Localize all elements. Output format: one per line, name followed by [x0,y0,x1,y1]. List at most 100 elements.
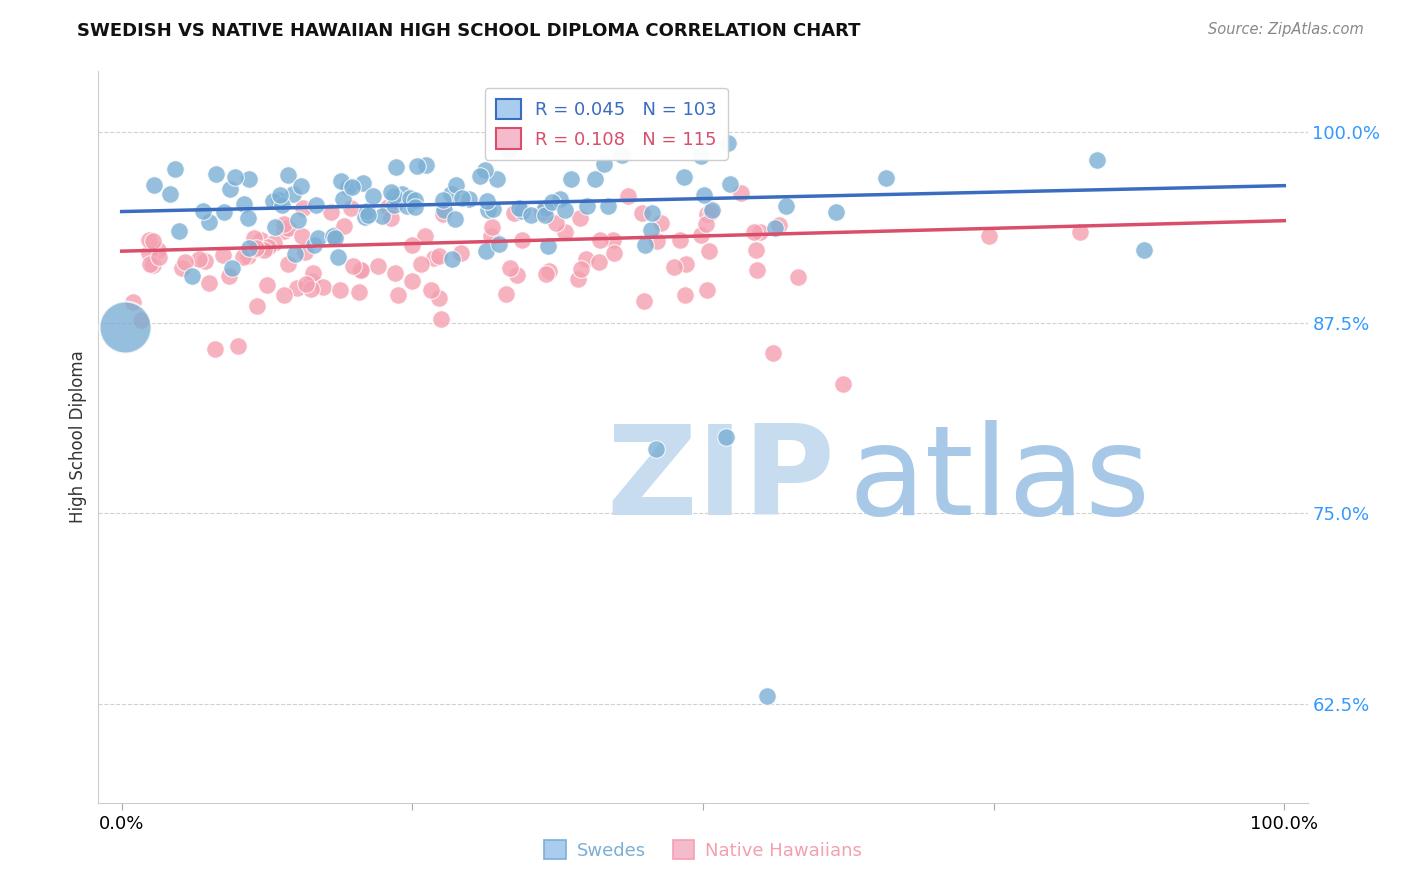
Point [775,199,797,213]
Text: atlas: atlas [848,420,1150,541]
Point [537,239,560,253]
Point [273,217,295,231]
Point [645,442,668,457]
Point [299,282,322,296]
Point [450,191,472,205]
Point [1069,225,1091,239]
Point [323,227,346,242]
Point [391,187,413,202]
Point [749,226,772,240]
Point [536,267,558,281]
Point [617,189,640,203]
Point [401,274,423,288]
Point [257,240,280,254]
Point [146,243,169,257]
Point [187,252,209,267]
Point [307,231,329,245]
Point [238,172,260,186]
Text: SWEDISH VS NATIVE HAWAIIAN HIGH SCHOOL DIPLOMA CORRELATION CHART: SWEDISH VS NATIVE HAWAIIAN HIGH SCHOOL D… [77,22,860,40]
Point [284,246,307,260]
Point [277,168,299,182]
Point [332,219,354,234]
Point [520,208,543,222]
Point [693,188,716,202]
Point [245,243,267,257]
Text: Source: ZipAtlas.com: Source: ZipAtlas.com [1208,22,1364,37]
Point [305,198,328,212]
Point [174,255,197,269]
Point [470,169,492,183]
Point [242,230,264,244]
Point [429,312,451,326]
Point [340,180,363,194]
Point [340,202,363,216]
Point [755,689,778,703]
Point [191,203,214,218]
Point [427,292,450,306]
Point [541,194,564,209]
Point [875,170,897,185]
Point [250,233,273,247]
Point [495,286,517,301]
Point [273,287,295,301]
Point [696,283,718,297]
Point [409,257,432,271]
Point [831,376,853,391]
Point [977,229,1000,244]
Point [253,244,276,258]
Point [569,211,592,226]
Point [212,248,235,262]
Point [236,211,259,225]
Point [291,229,314,244]
Point [641,206,664,220]
Point [612,148,634,162]
Point [544,216,567,230]
Point [212,205,235,219]
Point [287,212,309,227]
Point [270,198,292,212]
Text: ZIP: ZIP [606,420,835,541]
Point [433,202,456,217]
Point [387,288,409,302]
Point [630,206,652,220]
Point [432,194,454,208]
Point [427,249,450,263]
Point [413,228,436,243]
Point [356,203,378,218]
Point [481,219,503,234]
Point [224,169,246,184]
Point [138,246,160,260]
Point [422,251,444,265]
Point [277,221,299,235]
Point [267,193,290,207]
Point [695,218,717,232]
Point [510,233,533,247]
Point [506,268,529,283]
Point [238,241,260,255]
Point [142,258,165,272]
Point [247,241,270,255]
Point [720,177,742,191]
Point [319,205,342,219]
Point [730,186,752,200]
Point [367,259,389,273]
Point [336,180,359,194]
Point [353,210,375,224]
Point [499,261,522,276]
Point [415,158,437,172]
Point [382,189,405,203]
Point [673,287,696,301]
Point [745,243,768,257]
Point [198,276,221,290]
Point [233,196,256,211]
Point [285,281,308,295]
Point [129,313,152,327]
Point [236,249,259,263]
Point [762,346,785,360]
Point [588,254,610,268]
Point [664,260,686,274]
Point [534,208,557,222]
Point [295,277,318,292]
Point [593,157,616,171]
Point [384,266,406,280]
